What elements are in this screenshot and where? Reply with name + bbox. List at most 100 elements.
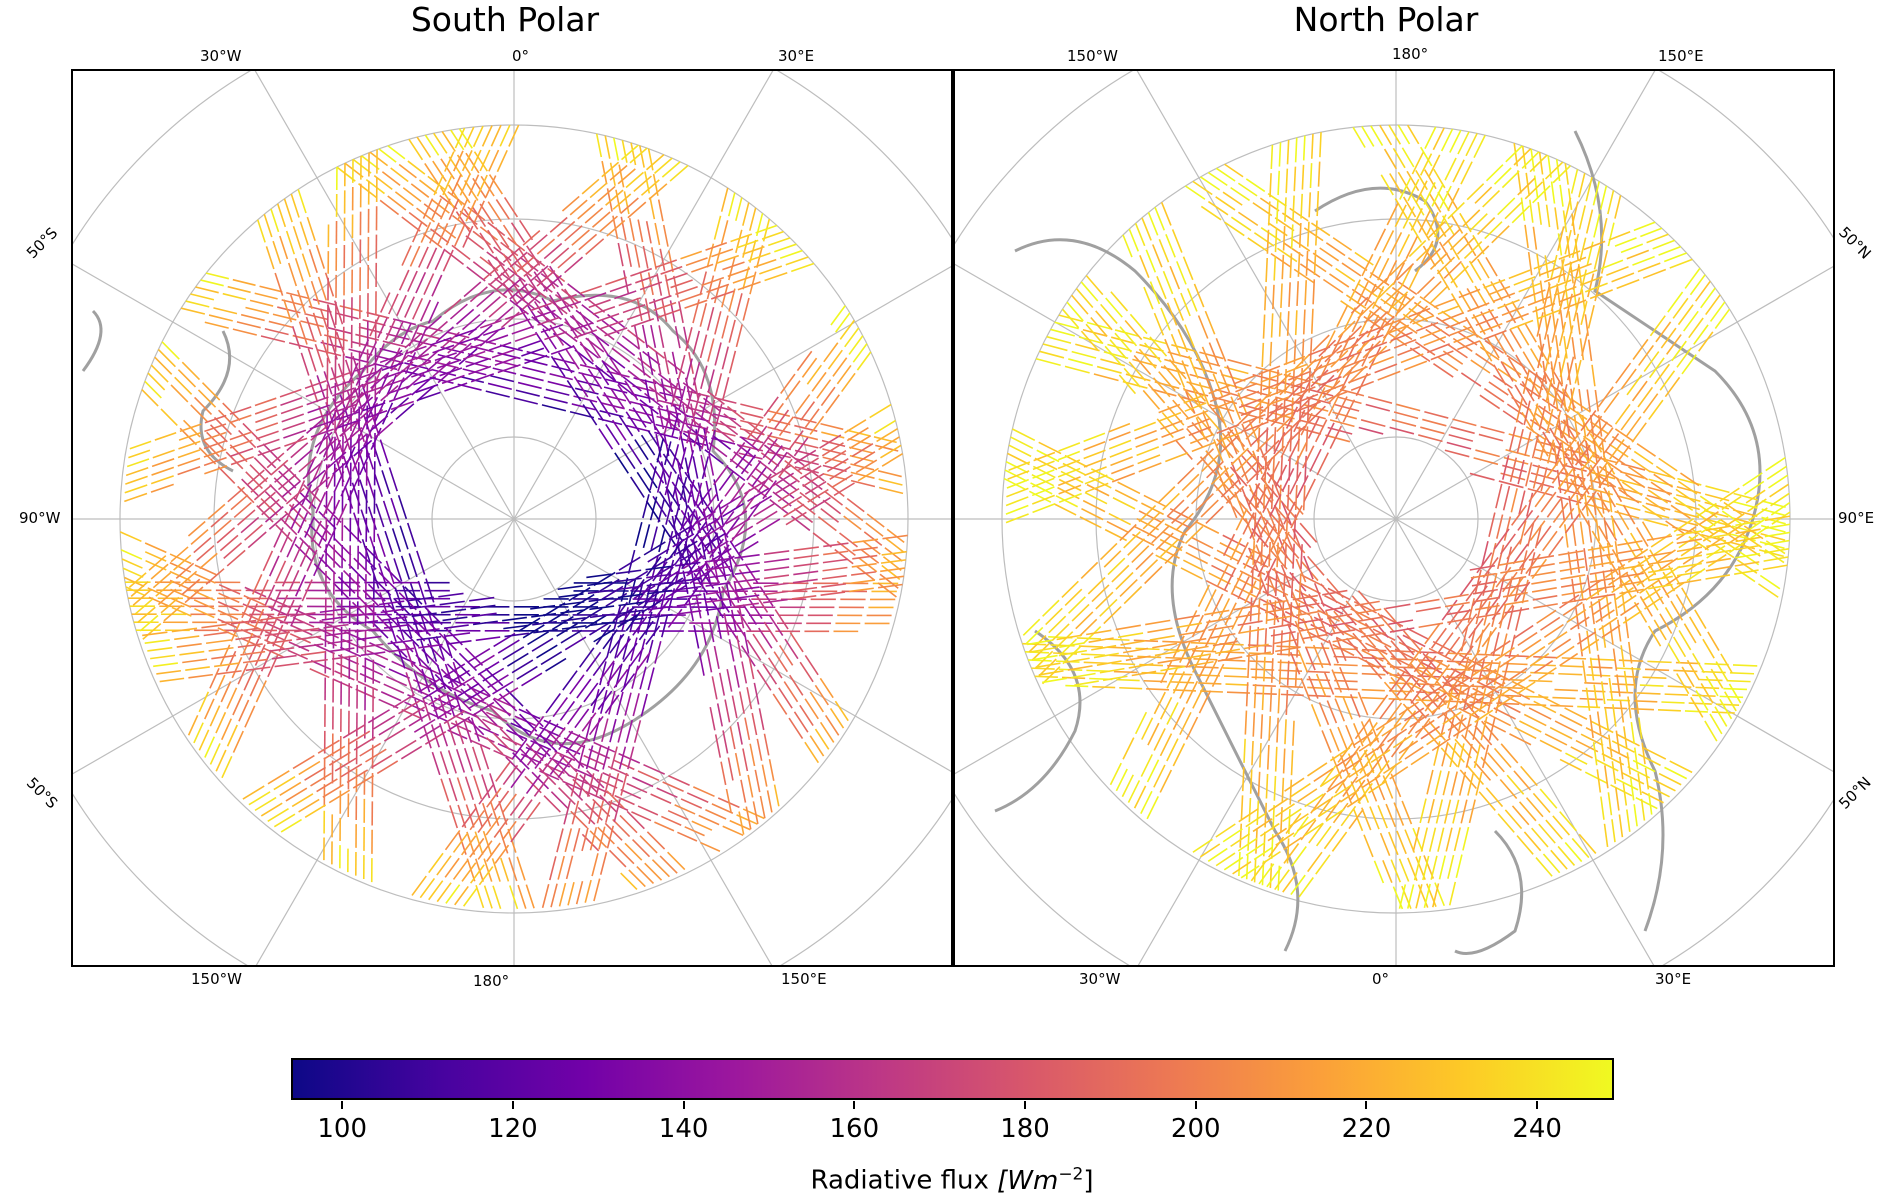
flux-swath-segment bbox=[594, 364, 610, 386]
flux-swath-segment bbox=[614, 452, 629, 474]
flux-swath-segment bbox=[1292, 195, 1295, 221]
flux-swath-segment bbox=[282, 421, 306, 431]
flux-swath-segment bbox=[1593, 213, 1601, 238]
south-polar-map bbox=[71, 69, 953, 967]
flux-swath-segment bbox=[597, 690, 613, 710]
flux-swath-segment bbox=[342, 724, 365, 739]
flux-swath-segment bbox=[1290, 572, 1294, 598]
flux-swath-segment bbox=[356, 370, 379, 380]
flux-swath-segment bbox=[401, 629, 420, 648]
flux-swath-segment bbox=[1273, 567, 1284, 591]
flux-swath-segment bbox=[415, 271, 427, 294]
south-flux-swaths bbox=[119, 124, 908, 910]
flux-swath-segment bbox=[253, 457, 272, 476]
flux-swath-segment bbox=[1542, 178, 1547, 201]
flux-swath-segment bbox=[1614, 195, 1622, 219]
flux-swath-segment bbox=[1670, 504, 1691, 520]
flux-swath-segment bbox=[1066, 301, 1084, 322]
flux-swath-segment bbox=[1581, 289, 1586, 311]
flux-swath-segment bbox=[679, 292, 703, 302]
flux-swath-segment bbox=[550, 791, 569, 809]
flux-swath-segment bbox=[483, 264, 501, 281]
flux-swath-segment bbox=[1537, 374, 1546, 400]
flux-swath-segment bbox=[353, 439, 373, 457]
flux-swath-segment bbox=[850, 579, 876, 585]
flux-swath-segment bbox=[1279, 685, 1304, 689]
flux-swath-segment bbox=[1496, 702, 1520, 705]
flux-swath-segment bbox=[696, 487, 712, 509]
flux-swath-segment bbox=[1609, 622, 1614, 645]
flux-swath-segment bbox=[644, 379, 651, 403]
flux-swath-segment bbox=[1409, 305, 1429, 324]
flux-swath-segment bbox=[1273, 775, 1277, 801]
flux-swath-segment bbox=[830, 305, 846, 326]
flux-swath-segment bbox=[1422, 248, 1441, 266]
flux-swath-segment bbox=[597, 185, 616, 202]
flux-swath-segment bbox=[722, 730, 729, 754]
flux-swath-segment bbox=[1596, 466, 1602, 489]
flux-swath-segment bbox=[1641, 521, 1655, 541]
flux-swath-segment bbox=[647, 589, 673, 595]
flux-swath-segment bbox=[1277, 531, 1290, 555]
flux-swath-segment bbox=[1389, 670, 1406, 692]
flux-swath-segment bbox=[1412, 826, 1420, 852]
flux-swath-segment bbox=[1354, 251, 1374, 266]
flux-swath-segment bbox=[1396, 403, 1421, 412]
flux-swath-segment bbox=[647, 548, 670, 563]
flux-swath-segment bbox=[1172, 399, 1190, 420]
flux-swath-segment bbox=[1285, 494, 1304, 515]
flux-swath-segment bbox=[606, 219, 626, 237]
flux-swath-segment bbox=[326, 409, 338, 431]
flux-swath-segment bbox=[256, 438, 280, 448]
flux-swath-segment bbox=[412, 221, 423, 243]
flux-swath-segment bbox=[726, 405, 745, 421]
flux-swath-segment bbox=[578, 761, 600, 772]
flux-swath-segment bbox=[1542, 360, 1547, 385]
flux-swath-segment bbox=[316, 375, 326, 399]
flux-swath-segment bbox=[1501, 662, 1509, 686]
flux-swath-segment bbox=[742, 202, 750, 226]
flux-swath-segment bbox=[1579, 576, 1584, 600]
flux-swath-segment bbox=[1113, 670, 1138, 674]
flux-swath-segment bbox=[543, 795, 561, 813]
flux-swath-segment bbox=[485, 390, 510, 398]
flux-swath-segment bbox=[1334, 695, 1358, 699]
flux-swath-segment bbox=[203, 440, 227, 450]
flux-swath-segment bbox=[722, 261, 745, 271]
flux-swath-segment bbox=[1128, 228, 1140, 252]
flux-swath-segment bbox=[1260, 371, 1263, 396]
flux-swath-segment bbox=[226, 724, 238, 747]
flux-swath-segment bbox=[1545, 457, 1562, 479]
flux-swath-segment bbox=[157, 588, 177, 606]
flux-swath-segment bbox=[699, 404, 718, 420]
flux-swath-segment bbox=[301, 579, 313, 602]
flux-swath-segment bbox=[844, 419, 867, 434]
flux-swath-segment bbox=[1316, 452, 1329, 476]
flux-swath-segment bbox=[580, 372, 596, 394]
flux-swath-segment bbox=[1323, 828, 1340, 850]
flux-swath-segment bbox=[208, 646, 234, 652]
flux-swath-segment bbox=[678, 385, 686, 410]
flux-swath-segment bbox=[1208, 572, 1231, 585]
flux-swath-segment bbox=[878, 478, 903, 486]
flux-swath-segment bbox=[1625, 473, 1646, 489]
flux-swath-segment bbox=[1532, 792, 1551, 814]
flux-swath-segment bbox=[318, 405, 328, 429]
flux-swath-segment bbox=[194, 607, 215, 619]
flux-swath-segment bbox=[1164, 358, 1189, 367]
flux-swath-segment bbox=[439, 751, 449, 775]
flux-swath-segment bbox=[531, 771, 550, 790]
flux-swath-segment bbox=[1428, 827, 1437, 852]
flux-swath-segment bbox=[1501, 455, 1510, 480]
flux-swath-segment bbox=[1281, 601, 1285, 627]
flux-swath-segment bbox=[1425, 328, 1446, 344]
flux-swath-segment bbox=[1285, 168, 1289, 194]
flux-swath-segment bbox=[1688, 702, 1712, 705]
flux-swath-segment bbox=[1508, 426, 1517, 452]
flux-swath-segment bbox=[539, 733, 558, 753]
flux-swath-segment bbox=[589, 182, 608, 199]
flux-swath-segment bbox=[849, 434, 872, 450]
flux-swath-segment bbox=[738, 452, 763, 460]
flux-swath-segment bbox=[1289, 779, 1293, 805]
flux-swath-segment bbox=[698, 814, 720, 826]
